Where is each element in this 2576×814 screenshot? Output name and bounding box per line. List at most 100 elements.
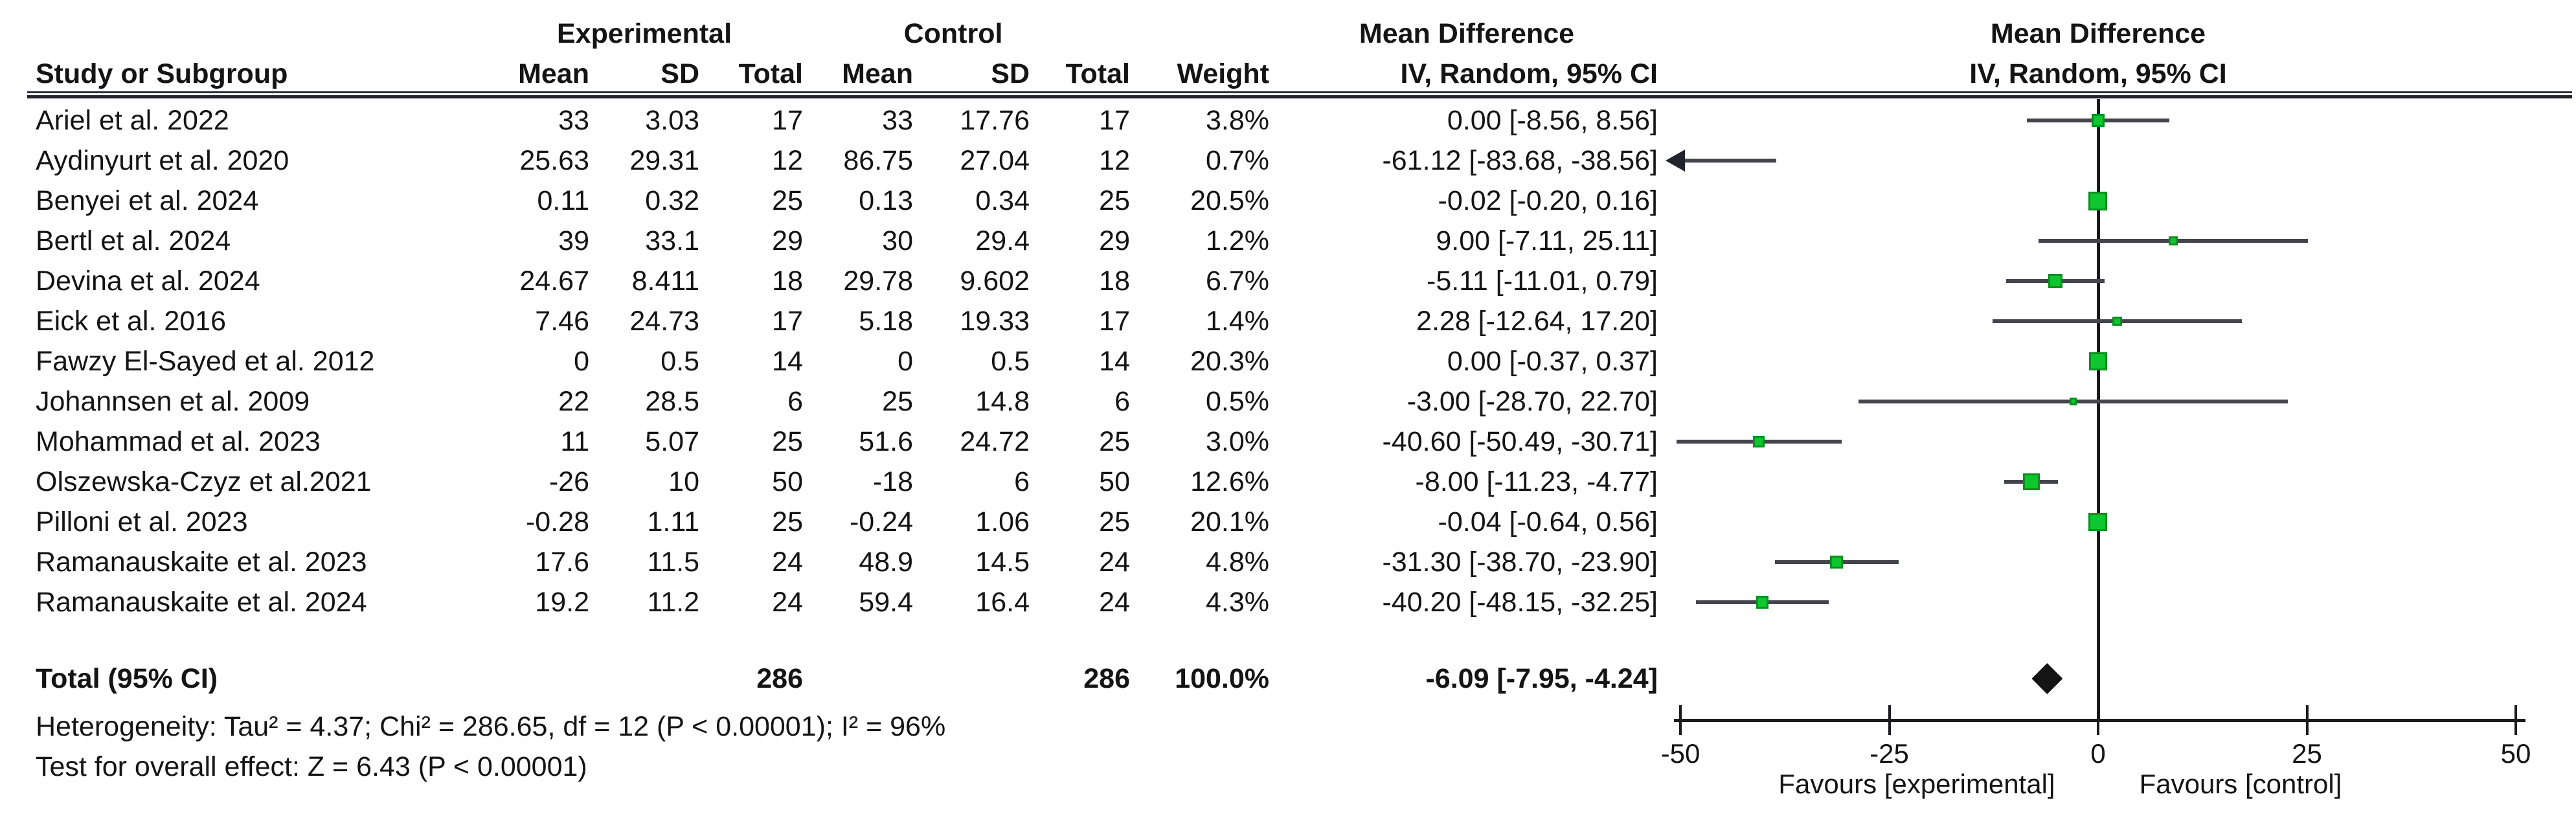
weight-cell: 6.7% bbox=[1205, 266, 1269, 297]
total-ci-text: -6.09 [-7.95, -4.24] bbox=[1425, 663, 1658, 694]
study-label: Bertl et al. 2024 bbox=[36, 225, 231, 256]
ctl-sd-cell: 14.5 bbox=[975, 547, 1030, 578]
column-header-exp-sd: SD bbox=[661, 58, 699, 89]
study-label: Johannsen et al. 2009 bbox=[36, 386, 310, 417]
ctl-mean-cell: 86.75 bbox=[843, 145, 913, 176]
ctl-mean-cell: 33 bbox=[882, 105, 913, 136]
ctl-sd-cell: 1.06 bbox=[975, 506, 1030, 537]
ctl-total-cell: 24 bbox=[1099, 587, 1130, 618]
exp-mean-cell: 24.67 bbox=[519, 266, 589, 297]
ctl-total-cell: 14 bbox=[1099, 346, 1130, 377]
weight-cell: 20.5% bbox=[1190, 185, 1269, 216]
table-row: Mohammad et al. 2023 11 5.07 25 51.6 24.72 25 3… bbox=[0, 422, 1664, 462]
study-label: Eick et al. 2016 bbox=[36, 306, 227, 337]
exp-total-cell: 14 bbox=[772, 346, 803, 377]
study-label: Fawzy El-Sayed et al. 2012 bbox=[36, 346, 375, 377]
ctl-mean-cell: -0.24 bbox=[849, 506, 913, 537]
group-header-control: Control bbox=[903, 18, 1003, 49]
weight-cell: 3.0% bbox=[1205, 426, 1269, 457]
left-arrow-icon bbox=[1666, 150, 1685, 172]
column-header-exp-mean: Mean bbox=[518, 58, 589, 89]
ctl-total-cell: 25 bbox=[1099, 426, 1130, 457]
effect-marker bbox=[2092, 114, 2105, 127]
weight-cell: 0.5% bbox=[1205, 386, 1269, 417]
weight-cell: 3.8% bbox=[1205, 105, 1269, 136]
ctl-mean-cell: 0.13 bbox=[859, 185, 913, 216]
exp-mean-cell: 33 bbox=[558, 105, 589, 136]
table-row: Devina et al. 2024 24.67 8.411 18 29.78 9.602… bbox=[0, 261, 1664, 301]
table-row: Pilloni et al. 2023 -0.28 1.11 25 -0.24 1.06 2… bbox=[0, 502, 1664, 542]
axis-tick-label: 25 bbox=[2292, 738, 2322, 769]
ctl-mean-cell: 25 bbox=[882, 386, 913, 417]
ctl-sd-cell: 16.4 bbox=[975, 587, 1030, 618]
x-axis bbox=[1674, 719, 2525, 722]
exp-total-cell: 25 bbox=[772, 426, 803, 457]
exp-sd-cell: 11.5 bbox=[647, 547, 700, 578]
total-exp-total: 286 bbox=[756, 663, 803, 694]
axis-tick-label: -25 bbox=[1870, 738, 1909, 769]
column-header-exp-total: Total bbox=[738, 58, 803, 89]
column-header-ctl-mean: Mean bbox=[842, 58, 913, 89]
ctl-sd-cell: 0.34 bbox=[975, 185, 1030, 216]
axis-tick bbox=[2097, 705, 2099, 735]
ctl-mean-cell: 48.9 bbox=[859, 547, 913, 578]
exp-sd-cell: 0.32 bbox=[645, 185, 699, 216]
exp-mean-cell: -0.28 bbox=[525, 506, 589, 537]
effect-marker bbox=[2112, 316, 2122, 326]
ctl-sd-cell: 9.602 bbox=[960, 266, 1030, 297]
study-label: Olszewska-Czyz et al.2021 bbox=[36, 466, 372, 497]
ctl-total-cell: 29 bbox=[1099, 225, 1130, 256]
exp-mean-cell: 0.11 bbox=[537, 185, 590, 216]
ci-text-cell: -40.20 [-48.15, -32.25] bbox=[1382, 587, 1658, 618]
group-header-mean-difference-plot: Mean Difference bbox=[1990, 18, 2206, 49]
table-row: Aydinyurt et al. 2020 25.63 29.31 12 86.75 27… bbox=[0, 141, 1664, 181]
ctl-mean-cell: 29.78 bbox=[843, 266, 913, 297]
ci-text-cell: -0.02 [-0.20, 0.16] bbox=[1438, 185, 1658, 216]
effect-marker bbox=[1756, 596, 1769, 609]
exp-total-cell: 18 bbox=[772, 266, 803, 297]
exp-sd-cell: 3.03 bbox=[645, 105, 699, 136]
total-label: Total (95% CI) bbox=[36, 663, 218, 694]
ctl-sd-cell: 27.04 bbox=[960, 145, 1030, 176]
column-header-ctl-sd: SD bbox=[991, 58, 1030, 89]
ci-text-cell: 0.00 [-0.37, 0.37] bbox=[1447, 346, 1658, 377]
effect-marker bbox=[2069, 398, 2077, 405]
table-row: Olszewska-Czyz et al.2021 -26 10 50 -18 6 50 12… bbox=[0, 462, 1664, 502]
table-row: Ramanauskaite et al. 2024 19.2 11.2 24 59.4 1… bbox=[0, 582, 1664, 622]
total-weight: 100.0% bbox=[1175, 663, 1269, 694]
group-header-mean-difference-text: Mean Difference bbox=[1359, 18, 1575, 49]
ctl-total-cell: 6 bbox=[1114, 386, 1130, 417]
exp-mean-cell: 19.2 bbox=[535, 587, 589, 618]
exp-total-cell: 25 bbox=[772, 506, 803, 537]
study-label: Benyei et al. 2024 bbox=[36, 185, 259, 216]
exp-total-cell: 50 bbox=[772, 466, 803, 497]
study-label: Aydinyurt et al. 2020 bbox=[36, 145, 289, 176]
exp-sd-cell: 11.2 bbox=[647, 587, 700, 618]
overall-effect-note: Test for overall effect: Z = 6.43 (P < 0… bbox=[36, 751, 587, 782]
study-label: Mohammad et al. 2023 bbox=[36, 426, 321, 457]
exp-total-cell: 24 bbox=[772, 547, 803, 578]
exp-total-cell: 12 bbox=[772, 145, 803, 176]
weight-cell: 12.6% bbox=[1190, 466, 1269, 497]
ci-text-cell: -31.30 [-38.70, -23.90] bbox=[1382, 547, 1658, 578]
study-label: Ramanauskaite et al. 2023 bbox=[36, 547, 367, 578]
ctl-sd-cell: 19.33 bbox=[960, 306, 1030, 337]
effect-marker bbox=[2022, 473, 2040, 490]
column-header-iv-plot: IV, Random, 95% CI bbox=[1969, 58, 2227, 89]
table-row: Ramanauskaite et al. 2023 17.6 11.5 24 48.9 1… bbox=[0, 542, 1664, 582]
exp-sd-cell: 29.31 bbox=[629, 145, 699, 176]
ci-line bbox=[1684, 159, 1776, 163]
exp-mean-cell: 22 bbox=[558, 386, 589, 417]
axis-tick bbox=[2305, 705, 2309, 735]
ctl-sd-cell: 14.8 bbox=[975, 386, 1030, 417]
weight-cell: 4.3% bbox=[1205, 587, 1269, 618]
table-row: Johannsen et al. 2009 22 28.5 6 25 14.8 6 0.5% -… bbox=[0, 381, 1664, 422]
ctl-total-cell: 17 bbox=[1099, 105, 1130, 136]
effect-marker bbox=[2088, 191, 2108, 210]
column-header-ctl-total: Total bbox=[1065, 58, 1130, 89]
axis-tick bbox=[2514, 705, 2517, 735]
table-row: Benyei et al. 2024 0.11 0.32 25 0.13 0.34 25 20… bbox=[0, 181, 1664, 221]
ci-text-cell: -8.00 [-11.23, -4.77] bbox=[1415, 466, 1658, 497]
effect-marker bbox=[2088, 352, 2108, 371]
table-row: Bertl et al. 2024 39 33.1 29 30 29.4 29 1.2% 9.0… bbox=[0, 221, 1664, 261]
